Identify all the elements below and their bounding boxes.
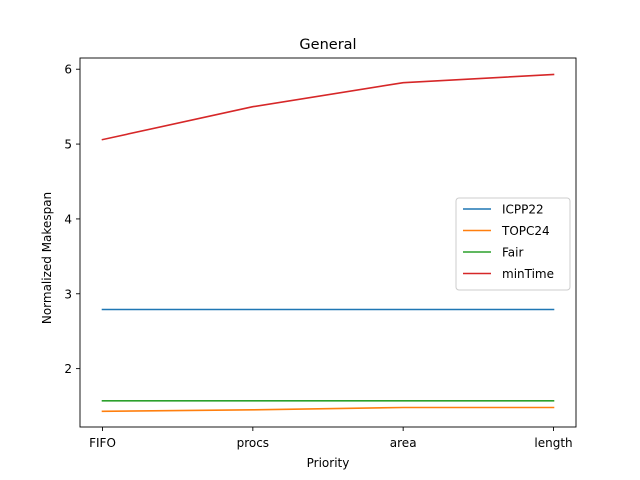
x-tick-label-procs: procs bbox=[237, 436, 269, 450]
y-tick-label-2: 2 bbox=[64, 362, 72, 376]
plot-area: FIFO procs area length 2 3 4 5 6 ICPP22 TOPC24 Fair… bbox=[64, 57, 577, 450]
legend-label-mintime: minTime bbox=[502, 267, 554, 281]
axes-frame bbox=[79, 57, 577, 428]
x-tick-label-fifo: FIFO bbox=[89, 436, 116, 450]
series-line-mintime bbox=[101, 73, 555, 141]
y-tick-label-6: 6 bbox=[64, 63, 72, 77]
y-axis-title: Normalized Makespan bbox=[40, 192, 54, 324]
x-tick-label-length: length bbox=[534, 436, 572, 450]
chart-title: General bbox=[299, 37, 356, 53]
legend-box bbox=[455, 197, 571, 291]
legend-label-icpp22: ICPP22 bbox=[502, 203, 544, 217]
x-axis-title: Priority bbox=[307, 456, 350, 470]
y-tick-label-5: 5 bbox=[64, 138, 72, 152]
legend-label-fair: Fair bbox=[502, 246, 523, 260]
y-tick-label-3: 3 bbox=[64, 287, 72, 301]
series-line-topc24 bbox=[101, 406, 555, 413]
legend-label-topc24: TOPC24 bbox=[501, 224, 550, 238]
x-tick-label-area: area bbox=[390, 436, 417, 450]
y-tick-label-4: 4 bbox=[64, 212, 72, 226]
